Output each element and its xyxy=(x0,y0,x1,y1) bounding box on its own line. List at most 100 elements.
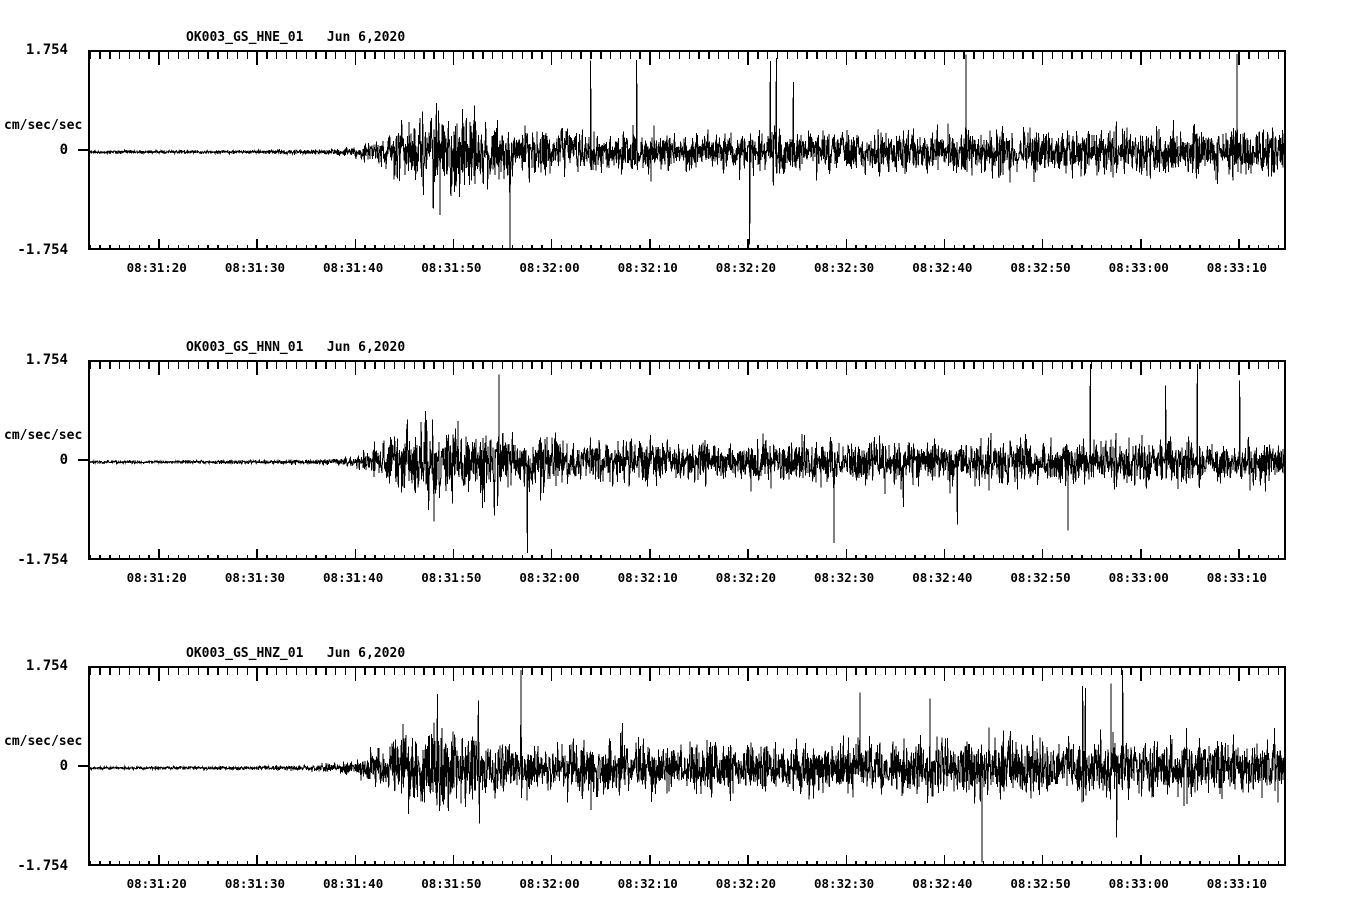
x-minor-tick-bottom xyxy=(285,245,288,248)
x-minor-tick-top xyxy=(884,52,887,59)
x-minor-tick-top xyxy=(924,362,926,369)
x-major-tick-top xyxy=(452,362,455,375)
x-minor-tick-bottom xyxy=(501,861,504,864)
x-minor-tick-top xyxy=(187,52,190,59)
x-minor-tick-bottom xyxy=(531,245,533,248)
x-minor-tick-top xyxy=(580,668,582,675)
x-major-tick-bottom xyxy=(943,549,946,558)
x-minor-tick-top xyxy=(590,362,592,369)
x-minor-tick-top xyxy=(894,668,897,675)
x-tick-label: 08:32:40 xyxy=(912,260,973,275)
x-minor-tick-bottom xyxy=(767,245,769,248)
x-minor-tick-top xyxy=(1208,362,1211,369)
x-minor-tick-top xyxy=(983,362,985,369)
x-minor-tick-bottom xyxy=(344,555,347,558)
x-minor-tick-bottom xyxy=(364,555,366,558)
x-minor-tick-top xyxy=(992,362,995,369)
x-minor-tick-bottom xyxy=(1169,861,1172,864)
x-minor-tick-top xyxy=(1248,52,1250,59)
x-minor-tick-bottom xyxy=(315,555,317,558)
x-major-tick-bottom xyxy=(1238,239,1240,248)
x-minor-tick-top xyxy=(423,52,425,59)
x-minor-tick-top xyxy=(560,668,563,675)
x-minor-tick-top xyxy=(1130,668,1132,675)
x-minor-tick-top xyxy=(334,52,337,59)
x-minor-tick-top xyxy=(865,52,867,59)
x-minor-tick-bottom xyxy=(600,555,602,558)
x-minor-tick-bottom xyxy=(305,861,307,864)
x-major-tick-bottom xyxy=(845,239,847,248)
x-minor-tick-top xyxy=(1081,52,1083,59)
x-tick-label: 08:32:20 xyxy=(715,876,777,891)
x-minor-tick-bottom xyxy=(90,861,91,864)
x-minor-tick-bottom xyxy=(1208,245,1211,248)
x-minor-tick-bottom xyxy=(1061,555,1064,558)
x-minor-tick-top xyxy=(423,362,425,369)
x-minor-tick-top xyxy=(600,362,602,369)
x-minor-tick-top xyxy=(168,362,170,369)
x-minor-tick-top xyxy=(1228,668,1230,675)
x-minor-tick-top xyxy=(168,52,170,59)
y-axis-min-label-hne: -1.754 xyxy=(17,242,68,258)
x-minor-tick-top xyxy=(1267,362,1270,369)
x-major-tick-top xyxy=(551,52,553,65)
x-minor-tick-top xyxy=(619,362,622,369)
x-major-tick-top xyxy=(1140,362,1142,375)
x-minor-tick-top xyxy=(570,668,573,675)
x-minor-tick-bottom xyxy=(217,555,219,558)
x-minor-tick-bottom xyxy=(570,245,573,248)
x-minor-tick-top xyxy=(629,52,631,59)
x-major-tick-bottom xyxy=(747,549,749,558)
x-minor-tick-top xyxy=(1120,362,1122,369)
x-minor-tick-bottom xyxy=(472,861,474,864)
x-minor-tick-top xyxy=(325,52,327,59)
x-major-tick-bottom xyxy=(551,549,553,558)
x-minor-tick-top xyxy=(177,362,180,369)
x-minor-tick-top xyxy=(197,52,199,59)
x-minor-tick-top xyxy=(963,668,965,675)
x-major-tick-top xyxy=(845,668,847,681)
x-minor-tick-top xyxy=(472,362,474,369)
x-minor-tick-bottom xyxy=(865,245,867,248)
x-minor-tick-bottom xyxy=(992,245,995,248)
x-minor-tick-bottom xyxy=(865,555,867,558)
x-minor-tick-top xyxy=(226,668,229,675)
x-minor-tick-bottom xyxy=(786,245,789,248)
x-minor-tick-bottom xyxy=(393,245,396,248)
x-tick-label: 08:33:00 xyxy=(1108,260,1169,275)
x-minor-tick-top xyxy=(1277,668,1280,675)
x-minor-tick-top xyxy=(246,362,248,369)
x-minor-tick-bottom xyxy=(1012,245,1014,248)
x-minor-tick-top xyxy=(806,668,808,675)
x-minor-tick-top xyxy=(698,52,700,59)
x-major-tick-top xyxy=(158,52,160,65)
x-minor-tick-top xyxy=(973,668,975,675)
x-minor-tick-bottom xyxy=(698,555,700,558)
x-minor-tick-bottom xyxy=(1061,245,1064,248)
x-minor-tick-bottom xyxy=(933,555,936,558)
x-minor-tick-bottom xyxy=(148,245,150,248)
x-minor-tick-top xyxy=(825,668,828,675)
x-major-tick-top xyxy=(1238,668,1240,681)
x-minor-tick-bottom xyxy=(767,555,769,558)
x-minor-tick-top xyxy=(1179,362,1181,369)
x-minor-tick-top xyxy=(413,52,415,59)
x-minor-tick-top xyxy=(285,52,288,59)
x-minor-tick-bottom xyxy=(698,245,700,248)
x-tick-label: 08:31:40 xyxy=(323,876,384,891)
x-minor-tick-bottom xyxy=(825,861,828,864)
x-minor-tick-bottom xyxy=(924,555,926,558)
x-minor-tick-top xyxy=(1159,52,1162,59)
x-minor-tick-top xyxy=(403,668,406,675)
x-minor-tick-bottom xyxy=(983,861,985,864)
x-minor-tick-top xyxy=(767,362,769,369)
x-minor-tick-bottom xyxy=(1061,861,1064,864)
x-minor-tick-top xyxy=(90,668,91,675)
x-minor-tick-bottom xyxy=(580,245,582,248)
x-minor-tick-bottom xyxy=(914,861,916,864)
x-major-tick-bottom xyxy=(551,855,553,864)
x-minor-tick-bottom xyxy=(1150,245,1152,248)
x-minor-tick-bottom xyxy=(1189,245,1191,248)
x-minor-tick-bottom xyxy=(315,861,317,864)
x-minor-tick-top xyxy=(364,362,366,369)
